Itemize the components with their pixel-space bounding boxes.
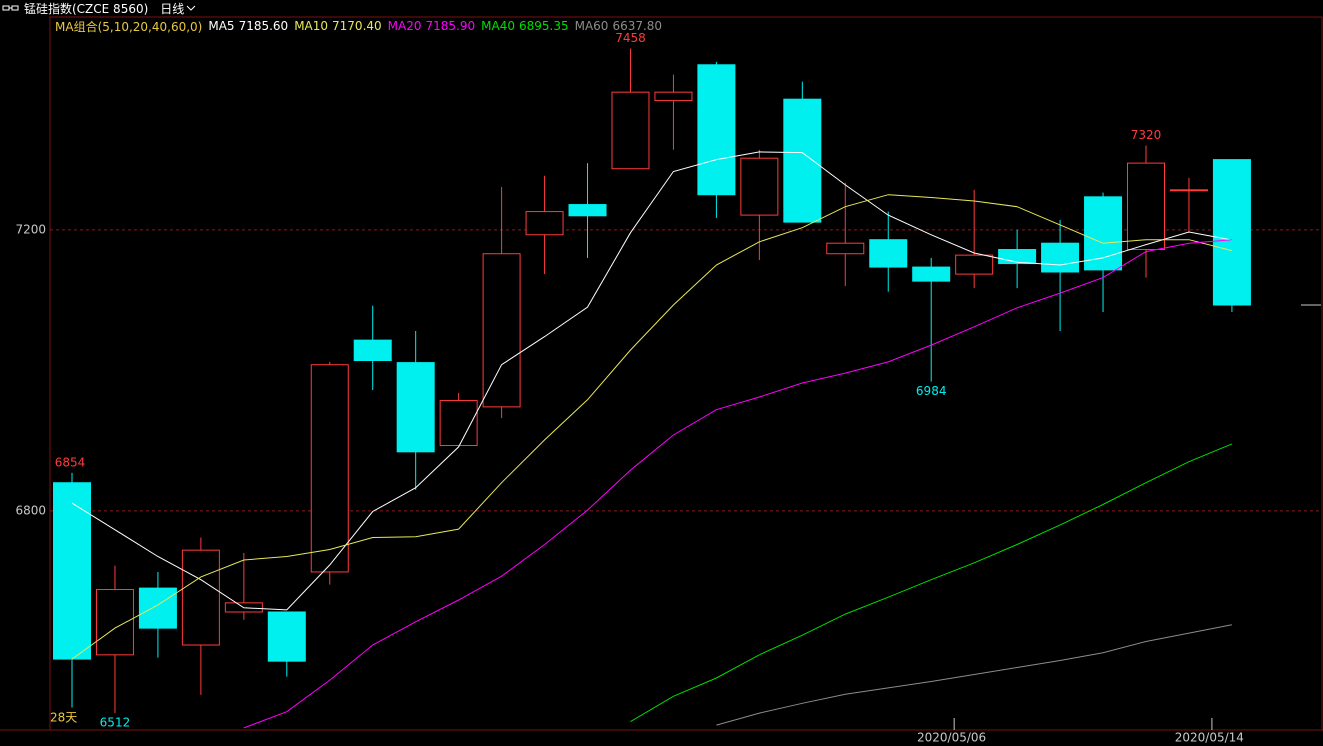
legend-title[interactable]: MA组合(5,10,20,40,60,0) <box>55 19 203 34</box>
candle-body <box>53 482 91 660</box>
x-tick-label: 2020/05/06 <box>917 731 986 745</box>
legend-name: MA10 <box>294 19 329 33</box>
candle-body <box>783 98 822 223</box>
candle-body <box>1212 159 1251 306</box>
extreme-label: 6854 <box>55 455 86 469</box>
candle-body <box>353 339 392 362</box>
period-selector[interactable]: 日线 <box>160 1 185 16</box>
extreme-label: 6984 <box>916 384 947 398</box>
legend-name: MA60 <box>574 19 609 33</box>
legend-value: 7170.40 <box>332 19 382 33</box>
top-bar: 锰硅指数(CZCE 8560) 日线 <box>0 0 1323 16</box>
candle-body <box>955 254 994 275</box>
link-icon <box>2 5 19 11</box>
y-tick-label: 7200 <box>15 222 46 236</box>
candle-body <box>310 364 349 573</box>
legend-value: 6637.80 <box>612 19 663 33</box>
extreme-label: 6512 <box>100 716 131 730</box>
candle-body <box>912 266 951 282</box>
candle-body <box>1041 242 1080 273</box>
candle-body <box>267 611 306 662</box>
candle-body <box>826 242 865 255</box>
legend-item: MA10 7170.40 <box>294 19 381 33</box>
candle-body <box>697 64 736 196</box>
candle-body <box>998 249 1037 265</box>
x-tick-label: 2020/05/14 <box>1175 731 1244 745</box>
y-tick-label: 6800 <box>15 503 46 517</box>
plot-frame <box>49 16 1323 731</box>
candle-body <box>396 362 435 453</box>
candle-body <box>1127 162 1165 251</box>
legend-name: MA20 <box>387 19 422 33</box>
legend-name: MA40 <box>481 19 515 33</box>
legend-item: MA40 6895.35 <box>481 19 568 33</box>
extreme-label: 7320 <box>1131 128 1162 142</box>
legend-value: 7185.60 <box>238 19 289 33</box>
candle-body <box>1169 189 1208 192</box>
span-label: 28天 <box>50 711 77 725</box>
candle-body <box>138 587 177 629</box>
legend-value: 6895.35 <box>518 19 569 33</box>
dropdown-arrow[interactable] <box>186 4 196 12</box>
candle-body <box>525 211 564 236</box>
candle-body <box>740 157 779 216</box>
candle-body <box>568 204 607 217</box>
legend-item: MA60 6637.80 <box>575 19 662 33</box>
ma-line <box>243 239 1232 729</box>
candle-body <box>611 91 650 170</box>
ma-line <box>630 443 1233 723</box>
instrument-title: 锰硅指数(CZCE 8560) <box>24 1 149 16</box>
ma-line <box>716 624 1232 726</box>
candle-body <box>181 549 220 646</box>
ma-line <box>71 151 1232 611</box>
candle-body <box>1084 196 1123 271</box>
legend-name: MA5 <box>208 19 235 33</box>
candle-body <box>654 91 693 102</box>
ma-line <box>71 194 1233 660</box>
ma-legend: MA组合(5,10,20,40,60,0) MA5 7185.60 MA10 7170… <box>55 18 668 34</box>
legend-item: MA20 7185.90 <box>388 19 475 33</box>
legend-item: MA5 7185.60 <box>208 19 288 33</box>
candle-body <box>482 253 521 408</box>
legend-value: 7185.90 <box>425 19 476 33</box>
candle-body <box>869 239 908 268</box>
candle-body <box>95 589 134 656</box>
extreme-label: 7458 <box>615 31 646 45</box>
